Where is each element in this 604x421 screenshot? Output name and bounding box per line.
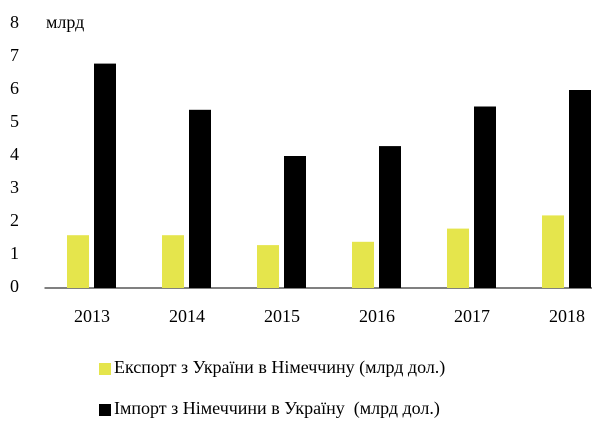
y-tick-label: 3 xyxy=(10,177,19,197)
bar xyxy=(67,235,89,288)
bar xyxy=(542,215,564,288)
bar xyxy=(94,63,116,288)
x-tick-label: 2018 xyxy=(549,306,585,326)
bar xyxy=(257,245,279,288)
y-tick-label: 4 xyxy=(10,144,19,164)
y-tick-label: 6 xyxy=(10,78,19,98)
y-tick-label: 7 xyxy=(10,45,19,65)
unit-annotation: млрд xyxy=(46,12,84,32)
legend-swatch xyxy=(99,404,111,416)
legend-swatch xyxy=(99,363,111,375)
y-tick-label: 2 xyxy=(10,210,19,230)
x-tick-label: 2016 xyxy=(359,306,395,326)
x-tick-label: 2015 xyxy=(264,306,300,326)
bar xyxy=(447,228,469,288)
x-tick-label: 2014 xyxy=(169,306,205,326)
bar xyxy=(474,106,496,288)
x-tick-label: 2013 xyxy=(74,306,110,326)
y-tick-label: 0 xyxy=(10,276,19,296)
x-tick-label: 2017 xyxy=(454,306,490,326)
bar xyxy=(352,241,374,288)
y-tick-label: 1 xyxy=(10,243,19,263)
legend-label: Експорт з України в Німеччину (млрд дол.… xyxy=(114,357,445,378)
y-tick-label: 5 xyxy=(10,111,19,131)
legend-label: Імпорт з Німеччини в Україну (млрд дол.) xyxy=(114,398,440,419)
bar xyxy=(569,90,591,288)
bar xyxy=(284,156,306,288)
bar xyxy=(379,146,401,288)
bar xyxy=(189,109,211,288)
bar xyxy=(162,235,184,288)
y-tick-label: 8 xyxy=(10,12,19,32)
